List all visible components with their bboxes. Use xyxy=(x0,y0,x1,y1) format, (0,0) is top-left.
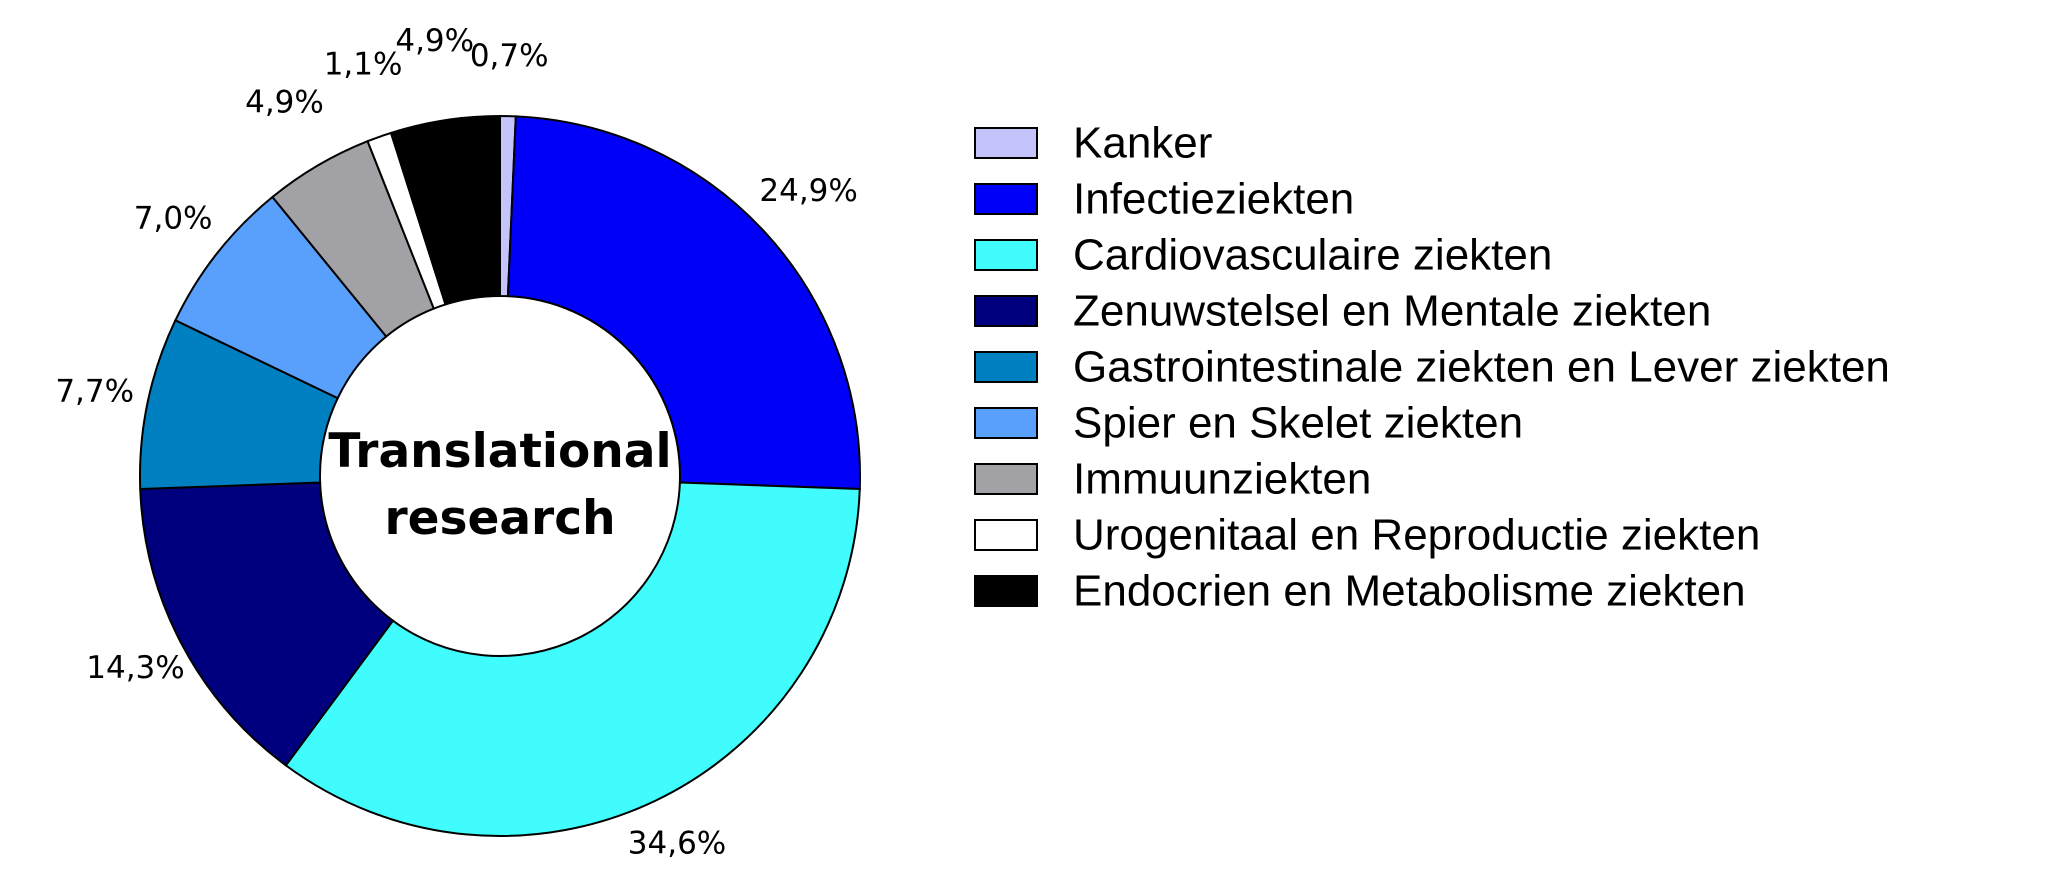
legend-swatch-endocrien-en-metabolisme-ziekten xyxy=(974,575,1038,607)
pct-label-kanker: 0,7% xyxy=(470,38,549,74)
legend-label-immuunziekten: Immuunziekten xyxy=(1073,455,1371,504)
legend-label-infectieziekten: Infectieziekten xyxy=(1073,175,1354,224)
pct-label-endocrien-en-metabolisme-ziekten: 4,9% xyxy=(395,23,474,59)
slice-zenuwstelsel-en-mentale-ziekten xyxy=(139,481,395,767)
slice-infectieziekten xyxy=(506,115,861,491)
center-label-line-1: Translational xyxy=(328,424,671,479)
legend-swatch-immuunziekten xyxy=(974,463,1038,495)
pct-label-infectieziekten: 24,9% xyxy=(759,173,857,209)
legend-label-urogenitaal-en-reproductie-ziekten: Urogenitaal en Reproductie ziekten xyxy=(1073,511,1760,560)
center-label: Translational research xyxy=(328,424,671,546)
legend-swatch-gastrointestinale-ziekten-en-lever-ziekten xyxy=(974,351,1038,383)
legend-label-cardiovasculaire-ziekten: Cardiovasculaire ziekten xyxy=(1073,231,1552,280)
legend: Kanker Infectieziekten Cardiovasculaire zi… xyxy=(974,119,1890,616)
center-label-line-2: research xyxy=(384,491,615,546)
legend-swatch-urogenitaal-en-reproductie-ziekten xyxy=(974,519,1038,551)
legend-swatch-cardiovasculaire-ziekten xyxy=(974,239,1038,271)
pct-label-gastrointestinale-ziekten-en-lever-ziekten: 7,7% xyxy=(55,373,134,409)
legend-label-zenuwstelsel-en-mentale-ziekten: Zenuwstelsel en Mentale ziekten xyxy=(1073,287,1711,336)
legend-swatch-infectieziekten xyxy=(974,183,1038,215)
slice-cardiovasculaire-ziekten xyxy=(284,481,861,837)
pct-label-zenuwstelsel-en-mentale-ziekten: 14,3% xyxy=(86,650,184,686)
legend-swatch-kanker xyxy=(974,127,1038,159)
slice-endocrien-en-metabolisme-ziekten xyxy=(389,114,501,306)
legend-swatch-spier-en-skelet-ziekten xyxy=(974,407,1038,439)
legend-label-spier-en-skelet-ziekten: Spier en Skelet ziekten xyxy=(1073,399,1523,448)
legend-label-kanker: Kanker xyxy=(1073,119,1212,168)
pct-label-spier-en-skelet-ziekten: 7,0% xyxy=(134,201,213,237)
legend-label-gastrointestinale-ziekten-en-lever-ziekten: Gastrointestinale ziekten en Lever ziekt… xyxy=(1073,343,1890,392)
pct-label-immuunziekten: 4,9% xyxy=(245,85,324,121)
chart-slices xyxy=(139,114,861,837)
legend-swatch-zenuwstelsel-en-mentale-ziekten xyxy=(974,295,1038,327)
pct-label-cardiovasculaire-ziekten: 34,6% xyxy=(628,826,726,862)
legend-label-endocrien-en-metabolisme-ziekten: Endocrien en Metabolisme ziekten xyxy=(1073,567,1746,616)
pct-label-urogenitaal-en-reproductie-ziekten: 1,1% xyxy=(324,47,403,83)
slice-percentage-labels: 0,7% 24,9% 34,6% 14,3% 7,7% 7,0% 4,9%1,1%4,9% xyxy=(55,23,858,862)
